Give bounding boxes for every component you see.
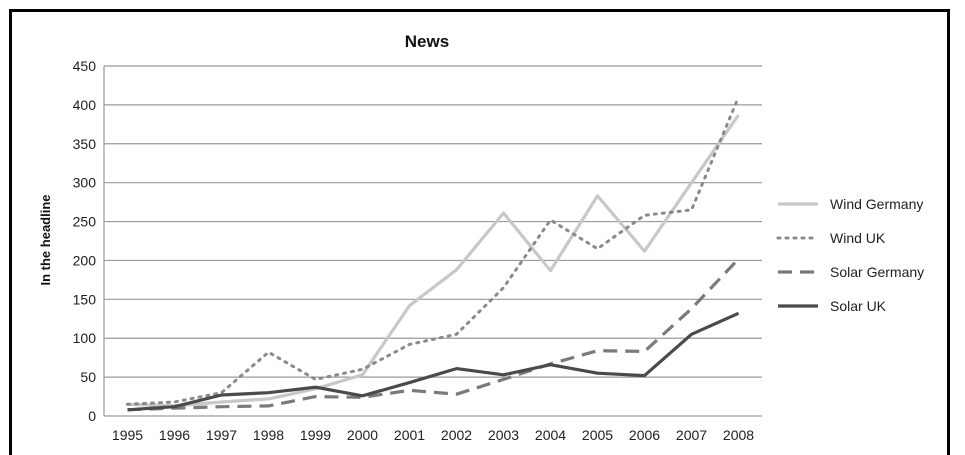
y-tick-label: 400 xyxy=(73,97,97,113)
x-tick-label: 2000 xyxy=(347,427,378,443)
x-tick-label: 2006 xyxy=(629,427,660,443)
chart-title: News xyxy=(405,32,449,51)
y-tick-label: 100 xyxy=(73,330,97,346)
chart-frame xyxy=(9,9,950,455)
x-tick-label: 1996 xyxy=(159,427,190,443)
x-tick-label: 2003 xyxy=(488,427,519,443)
y-tick-label: 250 xyxy=(73,214,97,230)
x-tick-label: 2001 xyxy=(394,427,425,443)
legend-label: Solar Germany xyxy=(830,264,924,280)
x-tick-label: 2002 xyxy=(441,427,472,443)
y-tick-label: 300 xyxy=(73,175,97,191)
y-tick-label: 0 xyxy=(88,408,96,424)
legend-label: Wind UK xyxy=(830,230,886,246)
legend-label: Wind Germany xyxy=(830,196,923,212)
y-axis-label: In the headline xyxy=(38,194,53,285)
y-tick-label: 200 xyxy=(73,252,97,268)
x-tick-label: 2005 xyxy=(582,427,613,443)
x-tick-label: 1998 xyxy=(253,427,284,443)
series-line-solar-germany xyxy=(127,257,740,412)
series-line-wind-germany xyxy=(127,114,740,408)
legend-label: Solar UK xyxy=(830,298,887,314)
x-tick-label: 1999 xyxy=(300,427,331,443)
x-tick-label: 2008 xyxy=(723,427,754,443)
series-line-solar-uk xyxy=(127,311,740,412)
x-tick-label: 2004 xyxy=(535,427,566,443)
y-tick-label: 150 xyxy=(73,291,97,307)
y-tick-label: 50 xyxy=(80,369,96,385)
x-tick-label: 1997 xyxy=(206,427,237,443)
x-tick-label: 1995 xyxy=(112,427,143,443)
x-tick-label: 2007 xyxy=(676,427,707,443)
series-line-wind-uk xyxy=(126,95,740,406)
y-tick-label: 350 xyxy=(73,136,97,152)
y-tick-label: 450 xyxy=(73,58,97,74)
